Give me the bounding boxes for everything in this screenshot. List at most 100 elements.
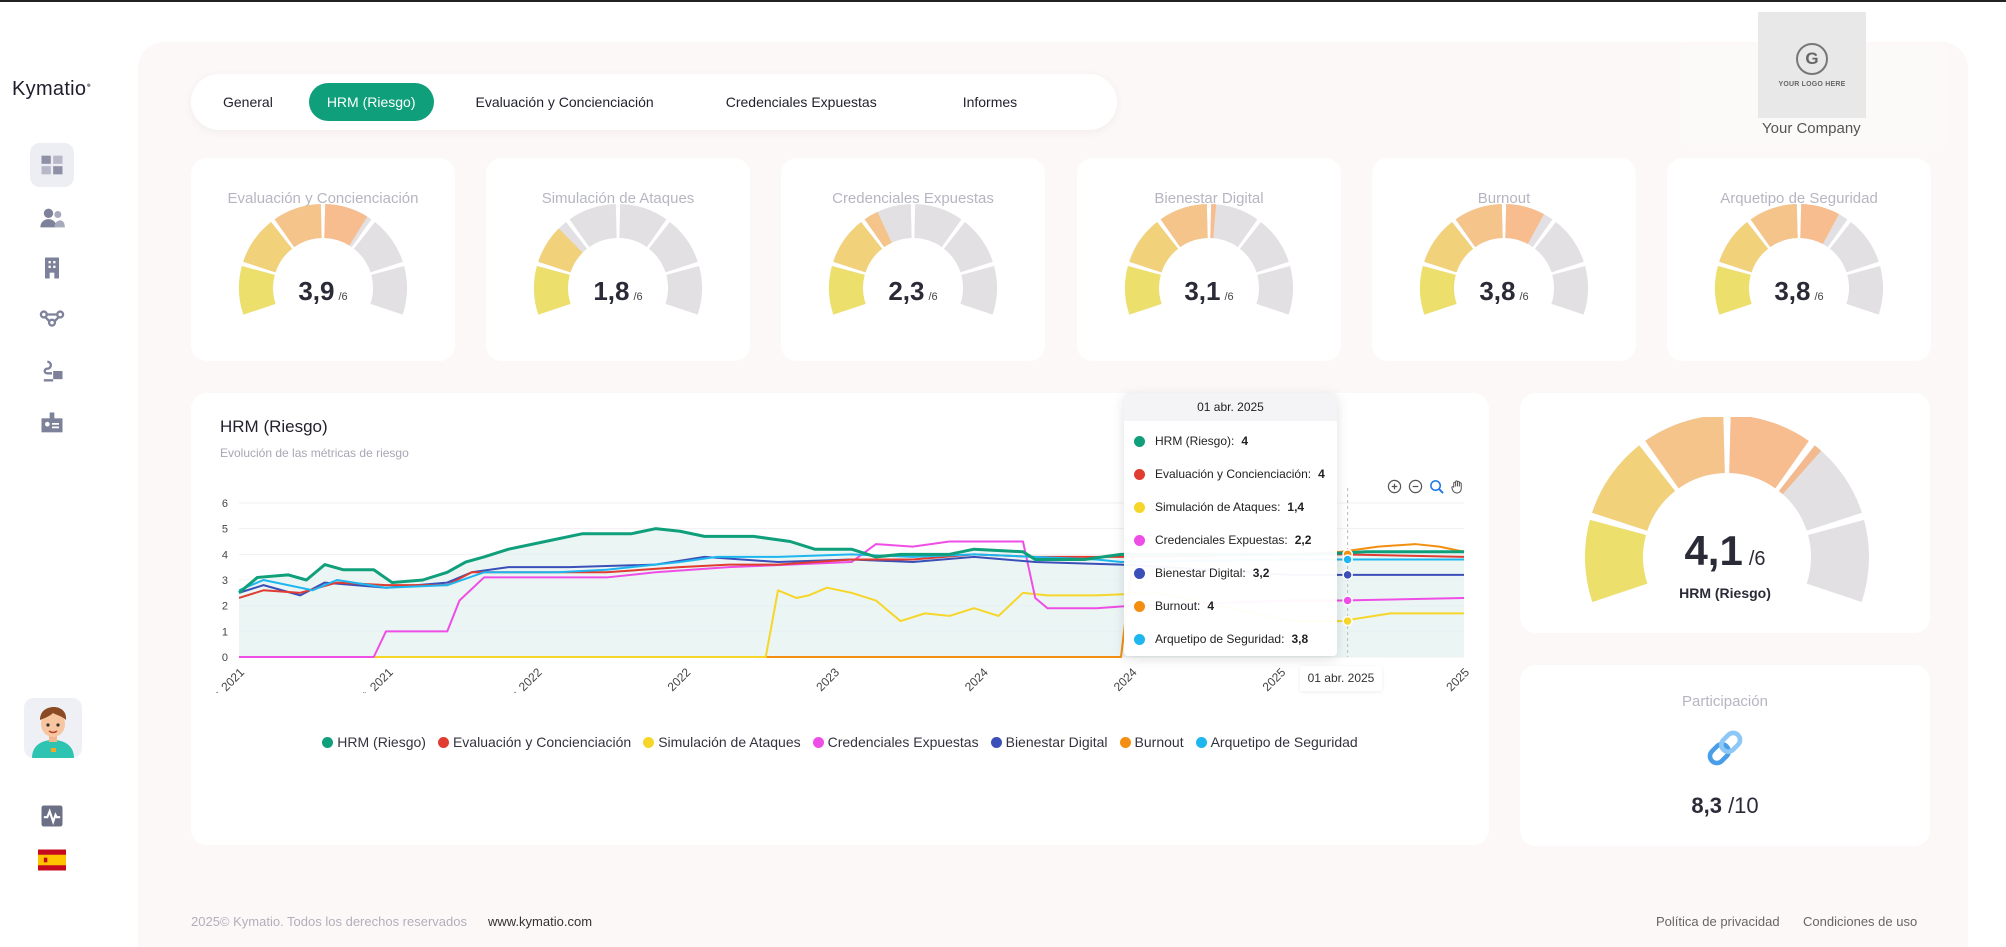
nav-workflows[interactable] <box>30 296 74 340</box>
legend-item-burnout[interactable]: Burnout <box>1119 734 1184 750</box>
gauge-segment <box>1210 204 1258 248</box>
gauge-segment <box>1585 519 1648 603</box>
gauge-value: 1,8/6 <box>593 276 643 306</box>
x-tick-label: 12 ene. 2024 <box>931 665 991 693</box>
legend-item-credenciales[interactable]: Credenciales Expuestas <box>812 734 979 750</box>
chart-toolbar <box>1387 479 1465 494</box>
zoom-in-icon[interactable] <box>1387 479 1402 494</box>
gauge-segment <box>243 221 293 273</box>
gauge-card-burnout[interactable]: Burnout 3,8/6 <box>1372 158 1636 361</box>
workflow-icon <box>39 310 65 327</box>
gauge-card-arquetipo[interactable]: Arquetipo de Seguridad 3,8/6 <box>1667 158 1931 361</box>
x-tick-label: 21 feb. 2025 <box>1231 665 1288 693</box>
y-tick-label: 4 <box>222 549 228 561</box>
brand-logo[interactable]: Kymatio● <box>12 78 92 100</box>
legend-marker <box>1119 736 1131 748</box>
link-icon <box>1707 730 1743 766</box>
tooltip-row: HRM (Riesgo): 4 <box>1134 434 1248 448</box>
nav-users[interactable] <box>30 196 74 240</box>
overall-label: HRM (Riesgo) <box>1679 585 1771 601</box>
footer-privacy-link[interactable]: Política de privacidad <box>1656 914 1780 929</box>
company-name: Your Company <box>1762 120 1861 137</box>
id-card-icon <box>41 412 63 433</box>
gauge-title: Evaluación y Concienciación <box>227 190 419 207</box>
user-avatar[interactable] <box>24 698 82 758</box>
tab-evaluacion[interactable]: Evaluación y Concienciación <box>475 94 654 110</box>
gauge-segment <box>353 221 403 273</box>
gauge-title: Simulación de Ataques <box>541 190 695 207</box>
nav-organization[interactable] <box>30 246 74 290</box>
gauge-segment <box>1806 519 1869 603</box>
hrm-overall-card[interactable]: 4,1/6 HRM (Riesgo) <box>1520 393 1930 633</box>
gauge-segment <box>665 266 702 315</box>
x-tick-label: 01 dic. 2022 <box>637 665 693 693</box>
hover-marker <box>1342 569 1353 581</box>
gauge-segment <box>1420 266 1457 315</box>
gauge-segment <box>833 221 883 273</box>
gauge-segment <box>1455 204 1503 248</box>
gauge-segment <box>943 221 993 273</box>
gauge-segment <box>1829 221 1879 273</box>
nav-identity[interactable] <box>30 401 74 445</box>
dashboard-icon <box>41 155 63 175</box>
participation-value: 8,3 /10 <box>1691 793 1759 818</box>
x-tick-label: 02 ago. 2024 <box>1080 665 1140 693</box>
gauge-segment <box>1160 204 1208 248</box>
pan-hand-icon[interactable] <box>1450 479 1465 494</box>
tab-hrm-riesgo[interactable]: HRM (Riesgo) <box>308 83 434 121</box>
overall-value: 4,1/6 <box>1684 527 1766 574</box>
nav-phishing[interactable] <box>30 349 74 393</box>
gauge-card-simulacion[interactable]: Simulación de Ataques 1,8/6 <box>486 158 750 361</box>
gauge-card-evaluacion[interactable]: Evaluación y Concienciación 3,9/6 <box>191 158 455 361</box>
series-line-arquetipo-de-seguridad <box>238 553 1464 592</box>
legend-item-simulacion[interactable]: Simulación de Ataques <box>643 734 801 750</box>
gauge-segment <box>914 204 962 248</box>
gauge-segment <box>1715 266 1752 315</box>
series-line-hrm-riesgo- <box>238 527 1464 594</box>
legend-item-arquetipo[interactable]: Arquetipo de Seguridad <box>1195 734 1358 750</box>
legend-item-evaluacion[interactable]: Evaluación y Concienciación <box>437 734 631 750</box>
x-tick-label: 23 jun. 2023 <box>785 665 842 693</box>
tooltip-row: Simulación de Ataques: 1,4 <box>1134 500 1304 514</box>
spain-flag-icon <box>38 849 66 871</box>
gauge-card-bienestar[interactable]: Bienestar Digital 3,1/6 <box>1077 158 1341 361</box>
overall-gauge-chart <box>1585 417 1869 603</box>
zoom-out-icon[interactable] <box>1408 479 1423 494</box>
company-logo: G YOUR LOGO HERE <box>1758 12 1866 118</box>
gauge-segment <box>534 266 571 315</box>
legend-item-hrm[interactable]: HRM (Riesgo) <box>322 734 426 750</box>
y-tick-label: 3 <box>222 575 228 587</box>
hover-marker <box>1342 554 1353 565</box>
tab-informes[interactable]: Informes <box>962 94 1018 110</box>
gauge-segment <box>569 204 617 248</box>
chart-title: HRM (Riesgo) <box>220 417 328 436</box>
logo-placeholder-text: YOUR LOGO HERE <box>1778 80 1846 88</box>
gauge-segment <box>239 266 276 315</box>
tooltip-row: Credenciales Expuestas: 2,2 <box>1134 533 1311 547</box>
gauge-chart <box>1715 204 1883 315</box>
gauge-segment <box>1125 266 1162 315</box>
phishing-icon <box>43 360 63 382</box>
participation-card[interactable]: Participación 8,3 /10 <box>1520 665 1930 846</box>
avatar-illustration <box>24 698 82 758</box>
gauge-value: 2,3/6 <box>888 276 938 306</box>
gauge-value: 3,1/6 <box>1184 276 1234 306</box>
gauge-card-credenciales[interactable]: Credenciales Expuestas 2,3/6 <box>781 158 1045 361</box>
gauge-segment <box>370 266 407 315</box>
tab-credenciales[interactable]: Credenciales Expuestas <box>725 94 877 110</box>
sidebar: Kymatio● <box>0 0 106 947</box>
y-tick-label: 0 <box>222 652 228 664</box>
tab-general[interactable]: General <box>223 94 273 110</box>
activity-icon <box>41 805 63 827</box>
language-selector[interactable] <box>30 840 74 880</box>
footer-terms-link[interactable]: Condiciones de uso <box>1803 914 1918 929</box>
hover-marker <box>1342 615 1353 627</box>
footer-website-link[interactable]: www.kymatio.com <box>488 914 593 929</box>
gauge-segment <box>538 228 583 273</box>
nav-activity[interactable] <box>30 796 74 836</box>
zoom-selection-icon[interactable] <box>1429 479 1444 494</box>
legend-item-bienestar[interactable]: Bienestar Digital <box>990 734 1108 750</box>
gauge-segment <box>1210 204 1217 239</box>
gauge-chart <box>1420 204 1588 315</box>
nav-dashboard[interactable] <box>30 143 74 187</box>
